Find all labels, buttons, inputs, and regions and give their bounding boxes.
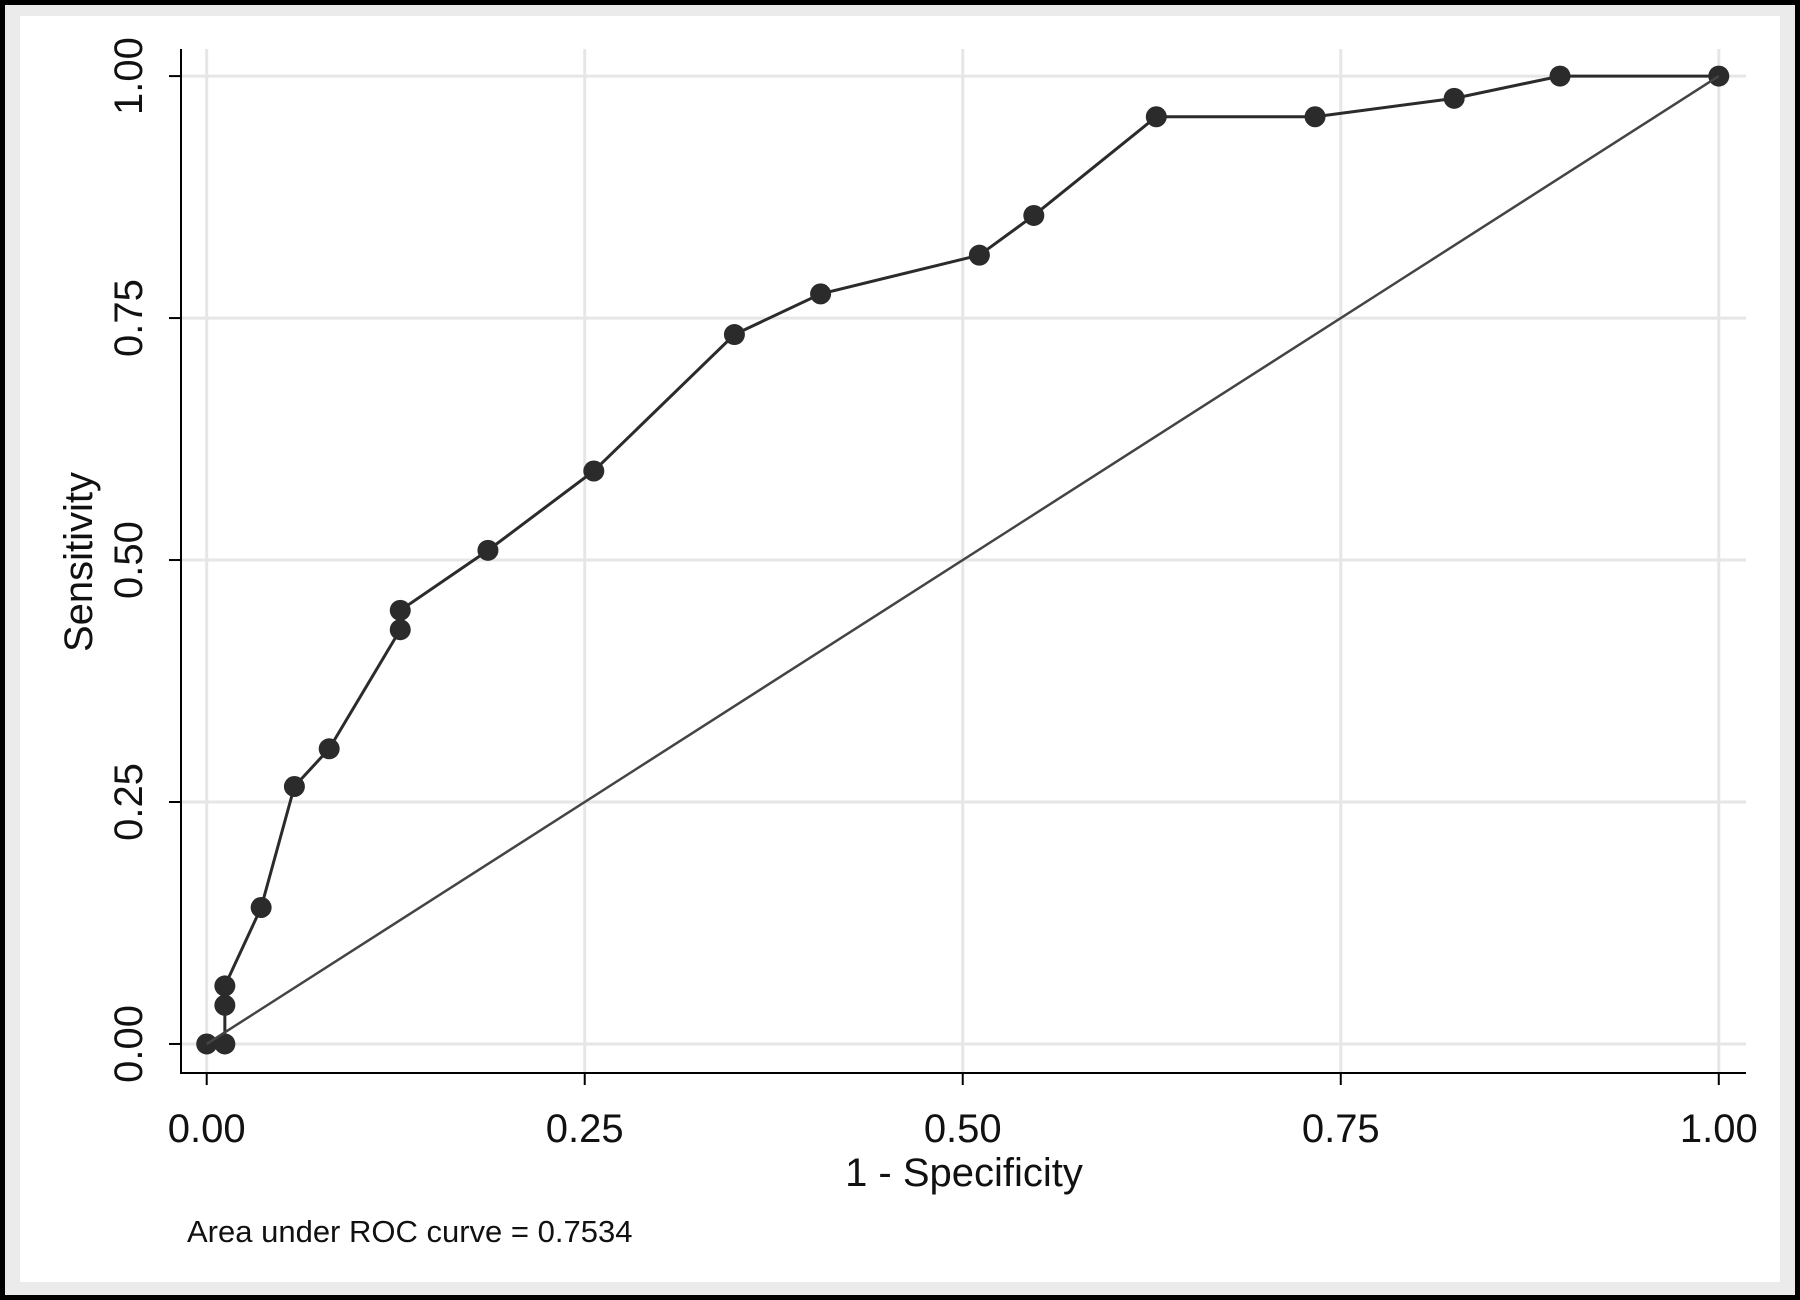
point bbox=[214, 1033, 236, 1055]
x-tick-label: 1.00 bbox=[1680, 1107, 1758, 1151]
point bbox=[583, 460, 605, 482]
y-tick-label: 0.00 bbox=[107, 1005, 151, 1083]
point bbox=[1443, 87, 1465, 109]
x-tick-label: 0.00 bbox=[168, 1107, 246, 1151]
reference-line bbox=[206, 75, 1720, 1046]
axis-frame bbox=[180, 49, 1746, 1074]
y-tick-label: 1.00 bbox=[107, 37, 151, 115]
x-tick-label: 0.75 bbox=[1302, 1107, 1380, 1151]
point bbox=[389, 619, 411, 641]
point bbox=[723, 324, 745, 346]
point bbox=[318, 738, 340, 760]
point bbox=[968, 244, 990, 266]
y-tick-label: 0.50 bbox=[107, 521, 151, 599]
y-axis-label: Sensitivity bbox=[57, 472, 101, 652]
point bbox=[810, 283, 832, 305]
point bbox=[214, 975, 236, 997]
point bbox=[283, 776, 305, 798]
point bbox=[1549, 65, 1571, 87]
x-tick-label: 0.25 bbox=[546, 1107, 624, 1151]
plot-background bbox=[20, 16, 1780, 1282]
point bbox=[389, 599, 411, 621]
y-tick-label: 0.25 bbox=[107, 763, 151, 841]
note: Area under ROC curve = 0.7534 bbox=[187, 1214, 632, 1249]
point bbox=[1304, 106, 1326, 128]
point bbox=[1023, 204, 1045, 226]
point bbox=[1145, 106, 1167, 128]
roc-curve bbox=[206, 74, 1719, 1046]
x-tick-label: 0.50 bbox=[924, 1107, 1002, 1151]
x-axis-label: 1 - Specificity bbox=[845, 1151, 1083, 1195]
point bbox=[477, 539, 499, 561]
point bbox=[250, 896, 272, 918]
point bbox=[214, 994, 236, 1016]
y-tick-label: 0.75 bbox=[107, 279, 151, 357]
